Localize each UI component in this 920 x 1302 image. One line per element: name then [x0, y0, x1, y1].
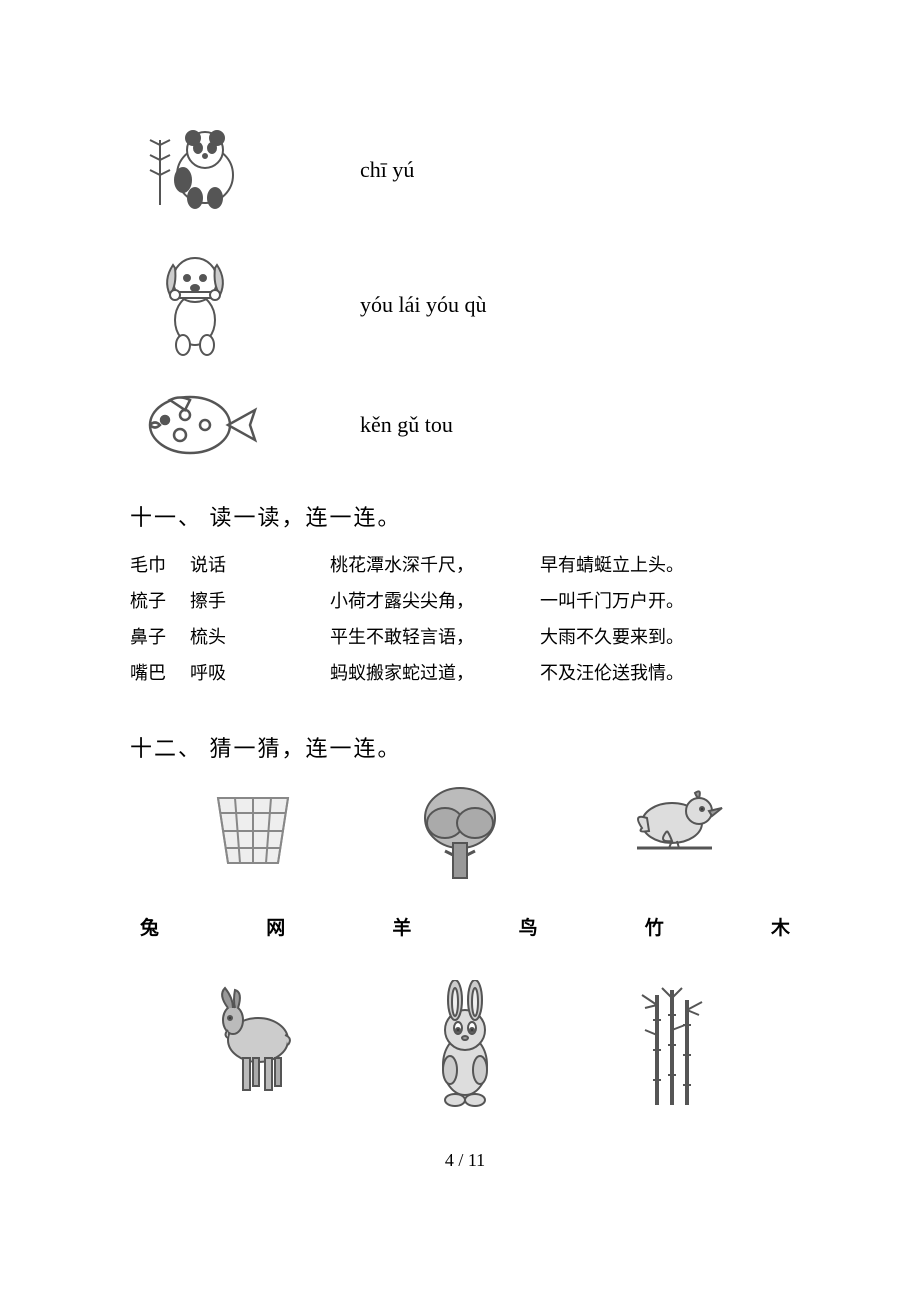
pinyin-label-3: kěn gǔ tou [360, 412, 453, 438]
bamboo-icon [617, 980, 727, 1110]
page-number: 4 / 11 [130, 1150, 800, 1171]
section-11-title: 十一、 读一读，连一连。 [130, 500, 800, 532]
s11-r3-c4: 大雨不久要来到。 [540, 619, 684, 655]
s11-r2-c2: 擦手 [190, 583, 330, 619]
guess-bottom-row [130, 980, 800, 1110]
char-4: 鸟 [519, 913, 538, 940]
s11-r2-c3: 小荷才露尖尖角， [330, 583, 540, 619]
section-12-title: 十二、 猜一猜，连一连。 [130, 731, 800, 763]
s11-r1-c1: 毛巾 [130, 547, 190, 583]
char-2: 网 [266, 913, 285, 940]
char-1: 兔 [140, 913, 159, 940]
read-row-4: 嘴巴 呼吸 蚂蚁搬家蛇过道， 不及汪伦送我情。 [130, 655, 800, 691]
s11-r1-c4: 早有蜻蜓立上头。 [540, 547, 684, 583]
read-row-2: 梳子 擦手 小荷才露尖尖角， 一叫千门万户开。 [130, 583, 800, 619]
match-row-3: kěn gǔ tou [130, 390, 800, 460]
s11-r2-c4: 一叫千门万户开。 [540, 583, 684, 619]
s11-r1-c3: 桃花潭水深千尺， [330, 547, 540, 583]
guess-top-row [130, 783, 800, 883]
s11-r4-c3: 蚂蚁搬家蛇过道， [330, 655, 540, 691]
char-6: 木 [771, 913, 790, 940]
s11-r4-c2: 呼吸 [190, 655, 330, 691]
match-row-1: chī yú [130, 120, 800, 220]
pinyin-label-1: chī yú [360, 157, 414, 183]
s11-r1-c2: 说话 [190, 547, 330, 583]
match-row-2: yóu lái yóu qù [130, 250, 800, 360]
char-5: 竹 [645, 913, 664, 940]
section-11-content: 毛巾 说话 桃花潭水深千尺， 早有蜻蜓立上头。 梳子 擦手 小荷才露尖尖角， 一… [130, 547, 800, 691]
s11-r4-c1: 嘴巴 [130, 655, 190, 691]
bird-icon [617, 783, 727, 883]
dog-icon [130, 250, 260, 360]
fish-icon [130, 390, 260, 460]
char-3: 羊 [392, 913, 411, 940]
s11-r2-c1: 梳子 [130, 583, 190, 619]
net-icon [203, 783, 303, 883]
rabbit-icon [420, 980, 510, 1110]
s11-r3-c2: 梳头 [190, 619, 330, 655]
pinyin-label-2: yóu lái yóu qù [360, 292, 487, 318]
guess-characters-row: 兔 网 羊 鸟 竹 木 [130, 913, 800, 940]
s11-r3-c1: 鼻子 [130, 619, 190, 655]
read-row-3: 鼻子 梳头 平生不敢轻言语， 大雨不久要来到。 [130, 619, 800, 655]
tree-icon [410, 783, 510, 883]
panda-icon [130, 120, 260, 220]
s11-r3-c3: 平生不敢轻言语， [330, 619, 540, 655]
read-row-1: 毛巾 说话 桃花潭水深千尺， 早有蜻蜓立上头。 [130, 547, 800, 583]
s11-r4-c4: 不及汪伦送我情。 [540, 655, 684, 691]
goat-icon [203, 980, 313, 1110]
